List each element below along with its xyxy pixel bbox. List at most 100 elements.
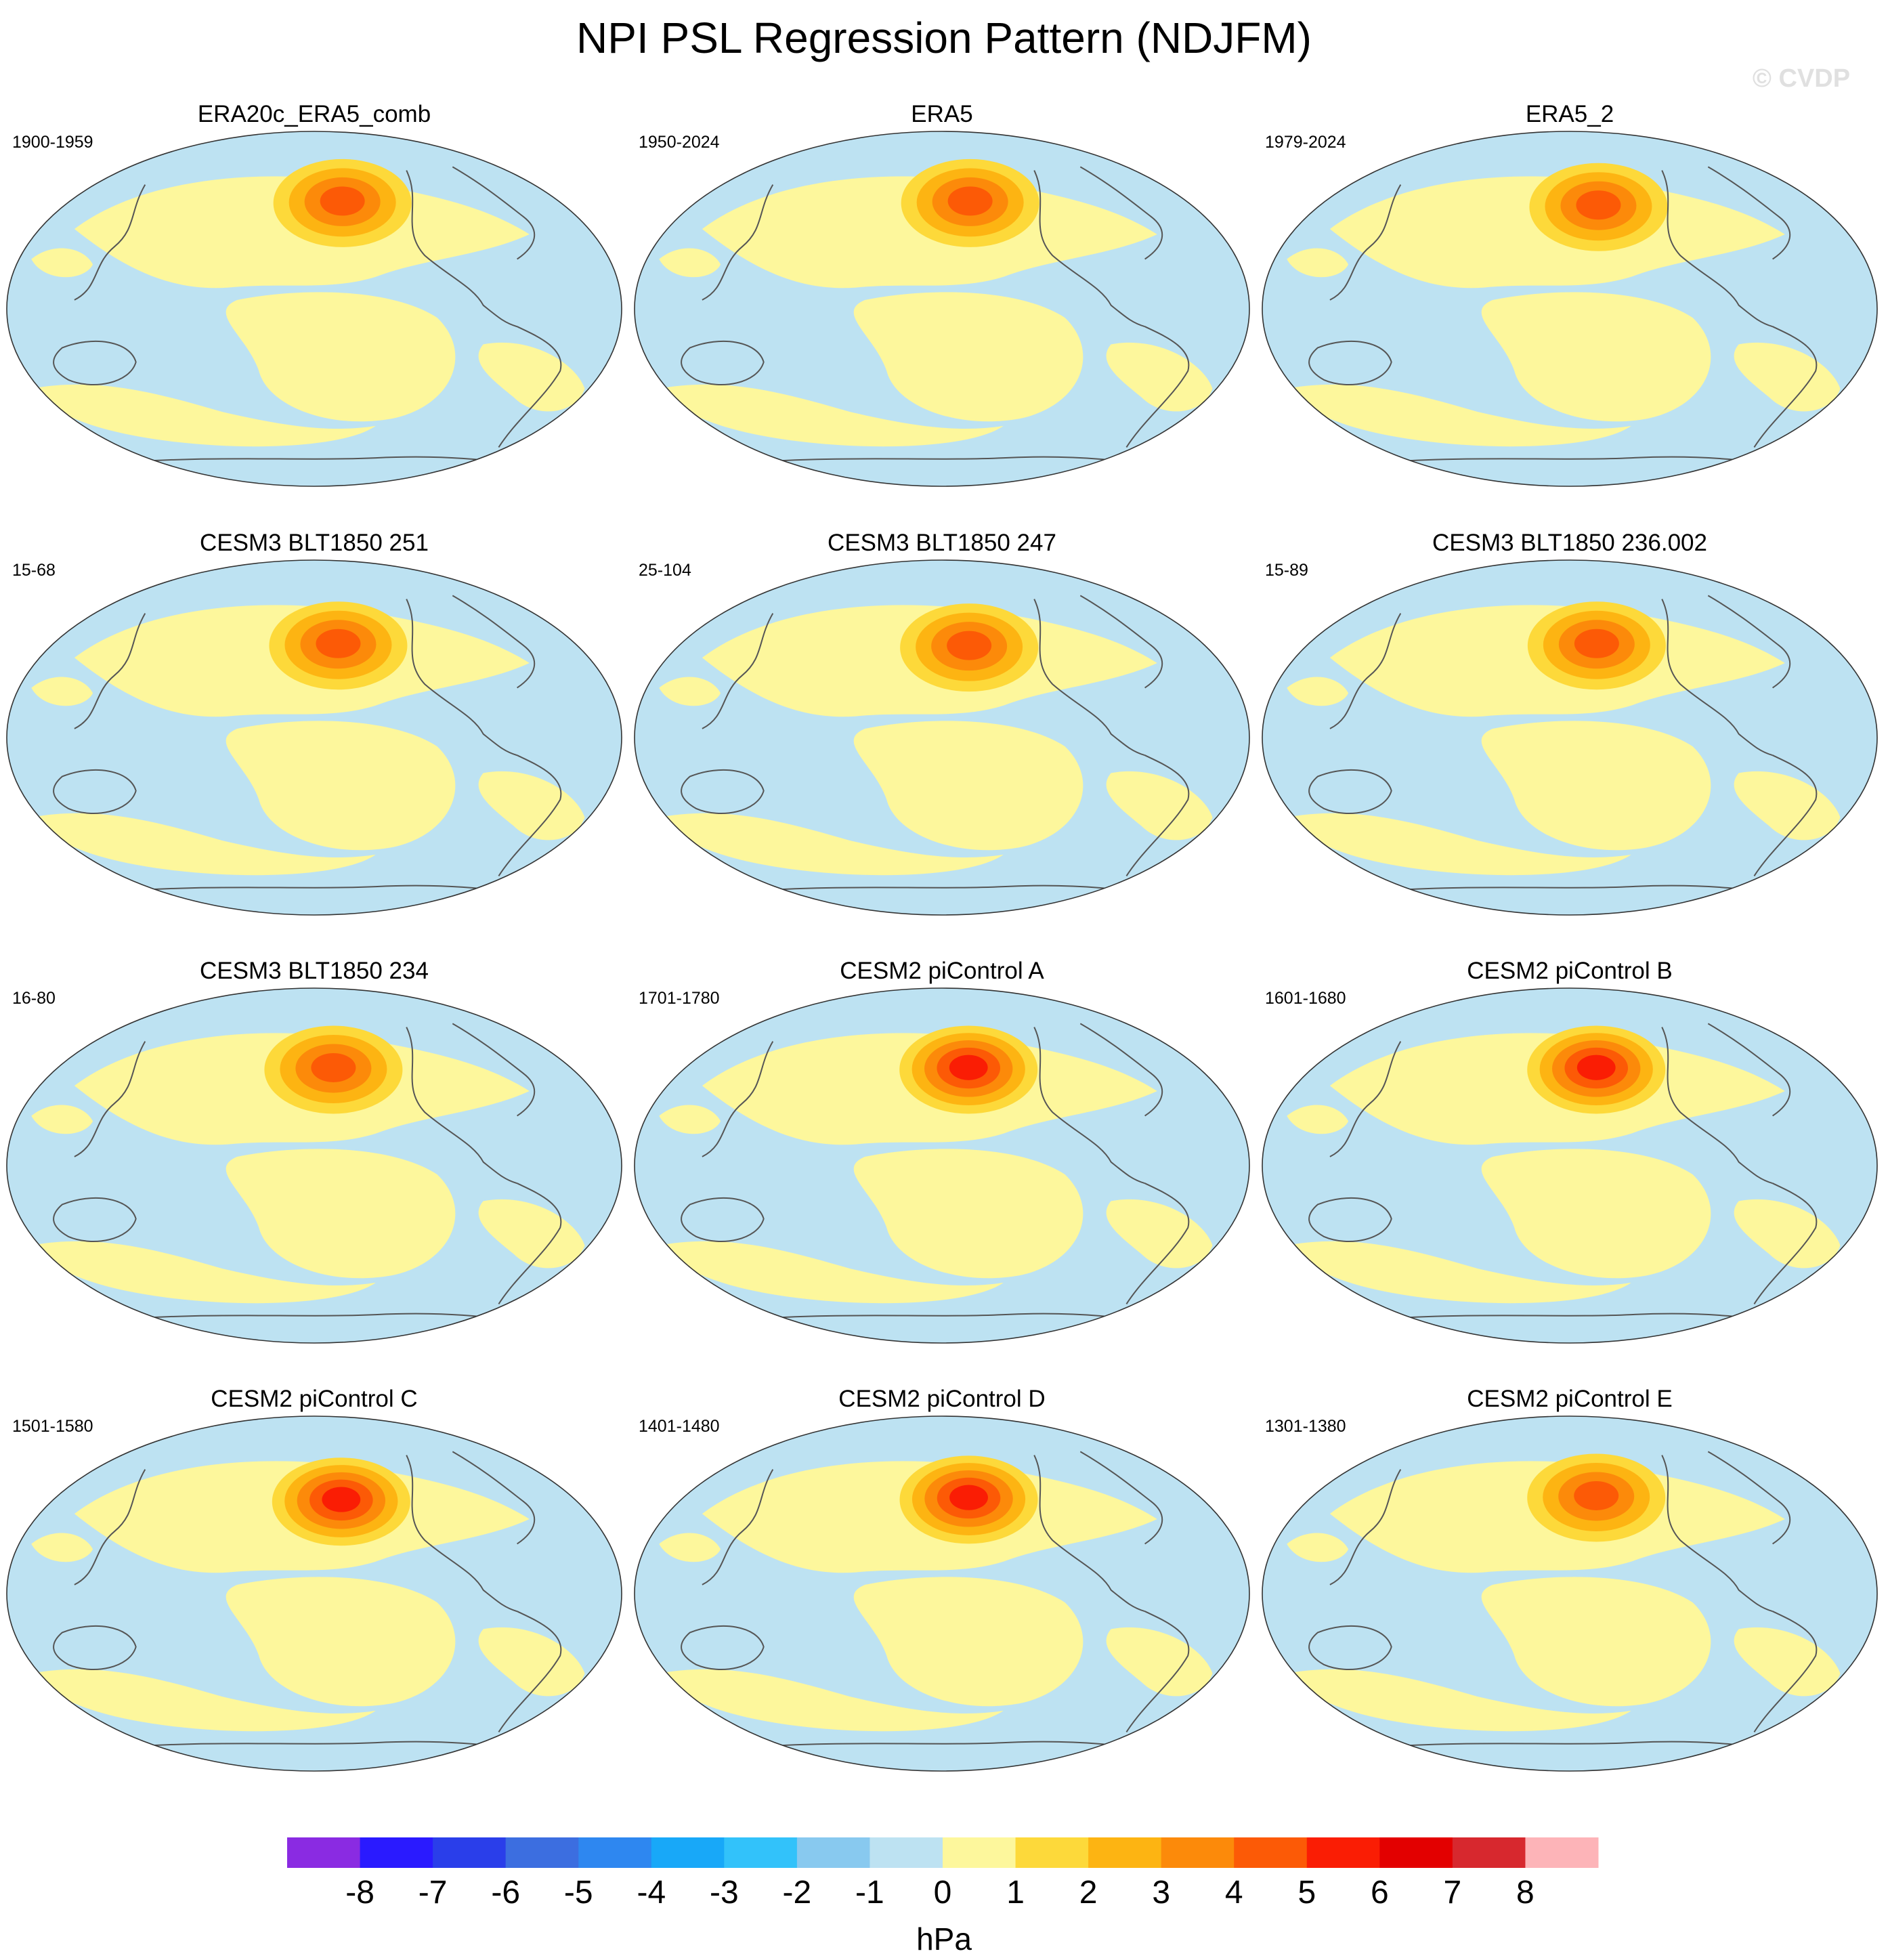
- psl-field: [31, 601, 585, 876]
- coastline: [406, 1455, 517, 1613]
- positive-anomaly-region: [31, 677, 93, 706]
- coastline: [452, 595, 536, 689]
- colorbar-tick-label: -5: [564, 1875, 593, 1911]
- coastline: [1125, 326, 1190, 448]
- coastline: [1707, 595, 1791, 689]
- colorbar-swatch: [1015, 1837, 1089, 1868]
- psl-field: [659, 603, 1213, 876]
- globe-outline: [1262, 559, 1878, 916]
- coastline: [681, 340, 765, 385]
- coastline: [1079, 595, 1163, 689]
- colorbar-swatch: [433, 1837, 507, 1868]
- positive-anomaly-region: [1734, 342, 1841, 412]
- positive-anomaly-region: [31, 384, 376, 447]
- colorbar-tick-label: -7: [419, 1875, 448, 1911]
- positive-anomaly-region: [1481, 1149, 1711, 1279]
- coastline: [74, 1469, 146, 1585]
- coastline: [1125, 1183, 1190, 1304]
- positive-anomaly-region: [659, 384, 1004, 447]
- panel-12: CESM2 piControl E 1301-1380: [1262, 1386, 1878, 1772]
- panel-6: CESM3 BLT1850 236.002 15-89: [1262, 530, 1878, 916]
- anomaly-contour-4-hpa: [316, 629, 361, 658]
- psl-field: [31, 1457, 585, 1732]
- colorbar-swatch: [1088, 1837, 1162, 1868]
- coastline: [452, 1451, 536, 1545]
- coastline: [452, 1023, 536, 1117]
- positive-anomaly-region: [478, 1627, 585, 1697]
- positive-anomaly-region: [31, 1105, 93, 1134]
- coastline: [1079, 1451, 1163, 1545]
- anomaly-contour-4-hpa: [1576, 190, 1621, 220]
- psl-field: [659, 158, 1213, 447]
- coastlines: [681, 1023, 1190, 1326]
- positive-anomaly-region: [1481, 292, 1711, 422]
- globe-outline: [634, 559, 1250, 916]
- coastline: [702, 613, 774, 729]
- positive-anomaly-region: [226, 292, 456, 422]
- colorbar-tick-label: 0: [934, 1875, 952, 1911]
- coastline: [1079, 1023, 1163, 1117]
- coastline: [681, 769, 765, 814]
- psl-field: [1287, 1025, 1841, 1304]
- positive-anomaly-region: [1734, 771, 1841, 840]
- colorbar-units: hPa: [916, 1921, 972, 1957]
- panel-period: 15-89: [1265, 561, 1308, 580]
- positive-anomaly-region: [226, 721, 456, 851]
- coastline: [1707, 1023, 1791, 1117]
- coastline: [74, 184, 146, 301]
- globe-outline: [6, 987, 622, 1344]
- panel-1: ERA20c_ERA5_comb 1900-1959: [6, 101, 622, 487]
- colorbar-swatch: [287, 1837, 361, 1868]
- psl-field: [1287, 601, 1841, 876]
- coastline: [53, 769, 137, 814]
- coastline: [1033, 1455, 1145, 1613]
- colorbar-tick-label: 2: [1079, 1875, 1098, 1911]
- panel-period: 1979-2024: [1265, 133, 1346, 152]
- coastline: [1661, 170, 1773, 328]
- positive-anomaly-region: [1106, 1199, 1213, 1269]
- coastline: [1308, 1197, 1392, 1242]
- colorbar-tick-label: 6: [1371, 1875, 1389, 1911]
- positive-anomaly-region: [853, 1577, 1084, 1707]
- coastline: [702, 1041, 774, 1157]
- coastline: [53, 1197, 137, 1242]
- positive-anomaly-region: [1106, 342, 1213, 412]
- panel-8: CESM2 piControl A 1701-1780: [634, 958, 1250, 1344]
- panel-title: CESM2 piControl A: [840, 958, 1044, 984]
- anomaly-contour-4-hpa: [947, 186, 993, 216]
- panel-title: ERA5_2: [1526, 101, 1614, 127]
- positive-anomaly-region: [1106, 1627, 1213, 1697]
- coastline: [1753, 1611, 1818, 1732]
- colorbar-tick-label: -2: [783, 1875, 812, 1911]
- positive-anomaly-region: [659, 1533, 721, 1562]
- positive-anomaly-region: [31, 1241, 376, 1304]
- panel-period: 15-68: [12, 561, 56, 580]
- colorbar-swatch: [724, 1837, 798, 1868]
- globe-outline: [6, 1415, 622, 1772]
- colorbar-tick-label: 8: [1516, 1875, 1535, 1911]
- anomaly-contour-5-hpa: [322, 1487, 361, 1512]
- positive-anomaly-region: [659, 677, 721, 706]
- panel-period: 1301-1380: [1265, 1417, 1346, 1436]
- panel-period: 1950-2024: [639, 133, 720, 152]
- globe-outline: [634, 987, 1250, 1344]
- figure-title: NPI PSL Regression Pattern (NDJFM): [576, 14, 1312, 62]
- panel-title: CESM3 BLT1850 234: [200, 958, 429, 984]
- positive-anomaly-region: [659, 1241, 1004, 1304]
- colorbar-tick-label: -1: [855, 1875, 884, 1911]
- colorbar-swatch: [360, 1837, 433, 1868]
- coastline: [74, 1041, 146, 1157]
- panel-period: 16-80: [12, 989, 56, 1008]
- psl-field: [659, 1455, 1213, 1732]
- coastline: [406, 1027, 517, 1185]
- panel-title: CESM2 piControl E: [1467, 1386, 1672, 1412]
- colorbar-swatch: [1234, 1837, 1308, 1868]
- positive-anomaly-region: [659, 813, 1004, 876]
- panel-title: CESM2 piControl C: [211, 1386, 417, 1412]
- coastline: [1329, 184, 1402, 301]
- coastline: [53, 340, 137, 385]
- positive-anomaly-region: [853, 1149, 1084, 1279]
- colorbar-swatch: [1306, 1837, 1380, 1868]
- positive-anomaly-region: [1287, 1533, 1349, 1562]
- colorbar-tick-label: -4: [637, 1875, 666, 1911]
